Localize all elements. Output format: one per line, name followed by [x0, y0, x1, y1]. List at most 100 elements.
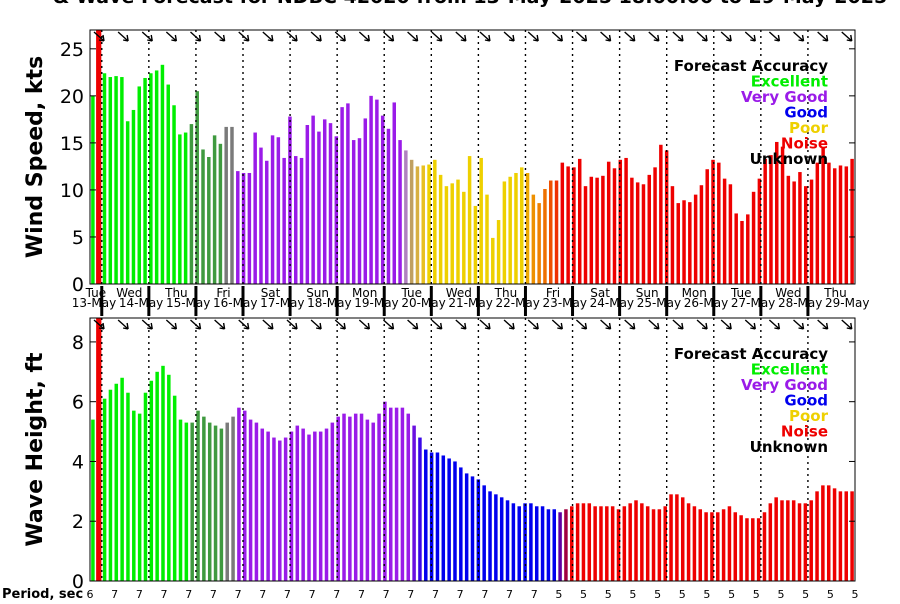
wind-plot-frame — [89, 29, 856, 285]
wind-wind-direction-arrow-icon — [479, 31, 491, 42]
period-value: 7 — [136, 588, 143, 600]
wave-bar — [167, 374, 171, 581]
wind-wind-direction-arrow-icon — [93, 31, 105, 42]
wind-bar — [740, 220, 744, 284]
wave-bar — [540, 506, 545, 581]
wave-wind-direction-arrow-icon — [648, 319, 660, 330]
wave-y-tick-label: 4 — [72, 451, 84, 473]
wave-bar — [278, 440, 282, 581]
wave-bar — [762, 512, 767, 581]
weekday-label: Thu — [164, 286, 188, 300]
wind-bar — [630, 177, 634, 284]
wind-bar — [676, 203, 680, 284]
wind-y-axis-label: Wind Speed, kts — [23, 56, 48, 258]
wave-bar — [692, 506, 697, 581]
period-row: Period, sec 6 7 7 7 7 7 7 7 7 7 7 7 7 7 7 7 7 7 7 5 5 5 5 5 5 5 5 5… — [2, 587, 859, 602]
wave-bar — [453, 461, 457, 581]
wind-bar — [577, 158, 582, 284]
wind-bar — [328, 123, 333, 284]
wave-y-tick-label: 8 — [72, 332, 84, 354]
wave-bar — [91, 419, 95, 581]
date-label: 14-May — [119, 296, 163, 310]
wind-wind-direction-arrow-icon — [744, 31, 756, 42]
wave-bar — [383, 401, 387, 581]
wave-bar — [575, 503, 580, 581]
period-value: 5 — [802, 588, 809, 600]
wave-bar — [132, 410, 136, 581]
wind-bar — [166, 84, 170, 284]
wind-wind-direction-arrow-icon — [190, 31, 202, 42]
wind-bar — [647, 174, 651, 284]
period-value: 5 — [703, 588, 710, 600]
wind-bar — [189, 124, 194, 284]
chart-title: & Wave Forecast for NDBC 42020 from 13-M… — [53, 0, 887, 8]
wave-y-tick-label: 6 — [72, 392, 84, 414]
wind-bar — [653, 167, 657, 284]
wind-bar — [247, 172, 252, 284]
wind-bar — [838, 165, 843, 284]
wave-bar — [774, 497, 778, 581]
wave-y-axis-label: Wave Height, ft — [23, 352, 48, 547]
wind-bar — [375, 99, 379, 284]
wave-bar — [552, 509, 556, 581]
wave-bar — [745, 518, 749, 581]
wave-bar — [488, 491, 492, 581]
wind-bar — [230, 126, 234, 285]
date-label: 22-May — [495, 296, 539, 310]
wind-legend-item: Noise — [781, 135, 828, 153]
wind-wind-direction-arrow-icon — [407, 31, 419, 42]
wind-bar — [809, 179, 814, 284]
wind-bar — [172, 105, 176, 284]
wave-legend-item: Poor — [789, 407, 829, 425]
wind-bar — [549, 180, 553, 284]
date-label: 17-May — [260, 296, 304, 310]
wind-wind-direction-arrow-icon — [262, 31, 274, 42]
wave-wind-direction-arrow-icon — [793, 319, 805, 330]
wave-wind-direction-arrow-icon — [286, 319, 298, 330]
wave-height-plot: 0 2 4 6 8 Wave Height, ft Forecast AccuracyExc… — [23, 317, 856, 593]
wind-wind-direction-arrow-icon — [141, 31, 153, 42]
date-label: 13-May — [72, 296, 116, 310]
wave-bar — [149, 380, 154, 581]
period-value: 6 — [87, 588, 94, 600]
wind-bar — [606, 161, 611, 284]
wind-bar — [560, 162, 565, 284]
wind-bar — [392, 102, 396, 284]
wind-bar — [450, 183, 454, 284]
wave-legend-item: Noise — [781, 423, 828, 441]
wave-wind-direction-arrow-icon — [841, 319, 853, 330]
wind-bar — [398, 140, 402, 284]
period-value: 7 — [358, 588, 365, 600]
wave-wind-direction-arrow-icon — [551, 319, 563, 330]
wave-bar — [441, 455, 446, 581]
period-value: 7 — [333, 588, 340, 600]
wind-bar — [491, 237, 495, 284]
wave-bar — [248, 419, 253, 581]
wave-bar — [832, 488, 837, 581]
wind-y-tick-label: 5 — [72, 227, 84, 249]
wave-bar — [791, 500, 796, 581]
wave-bar — [815, 491, 819, 581]
wave-bar — [126, 392, 130, 581]
wind-current-time-marker — [96, 30, 102, 284]
wave-bar — [663, 506, 667, 581]
wave-bar — [266, 431, 270, 581]
wind-bar — [149, 73, 153, 285]
wind-bar — [253, 132, 257, 284]
wind-wind-direction-arrow-icon — [503, 31, 515, 42]
wave-bar — [190, 422, 194, 581]
wave-wind-direction-arrow-icon — [407, 319, 419, 330]
wind-bar — [102, 73, 107, 285]
wave-bar — [786, 500, 790, 581]
wind-wind-direction-arrow-icon — [817, 31, 829, 42]
wind-bar — [409, 159, 414, 284]
weekday-label: Fri — [216, 286, 230, 300]
date-label: 27-May — [731, 296, 775, 310]
wind-wind-direction-arrow-icon — [286, 31, 298, 42]
wave-bar — [680, 497, 685, 581]
wave-bar — [821, 485, 825, 581]
wind-bar — [815, 162, 820, 284]
wave-bar — [675, 494, 679, 581]
wave-bar — [657, 509, 662, 581]
